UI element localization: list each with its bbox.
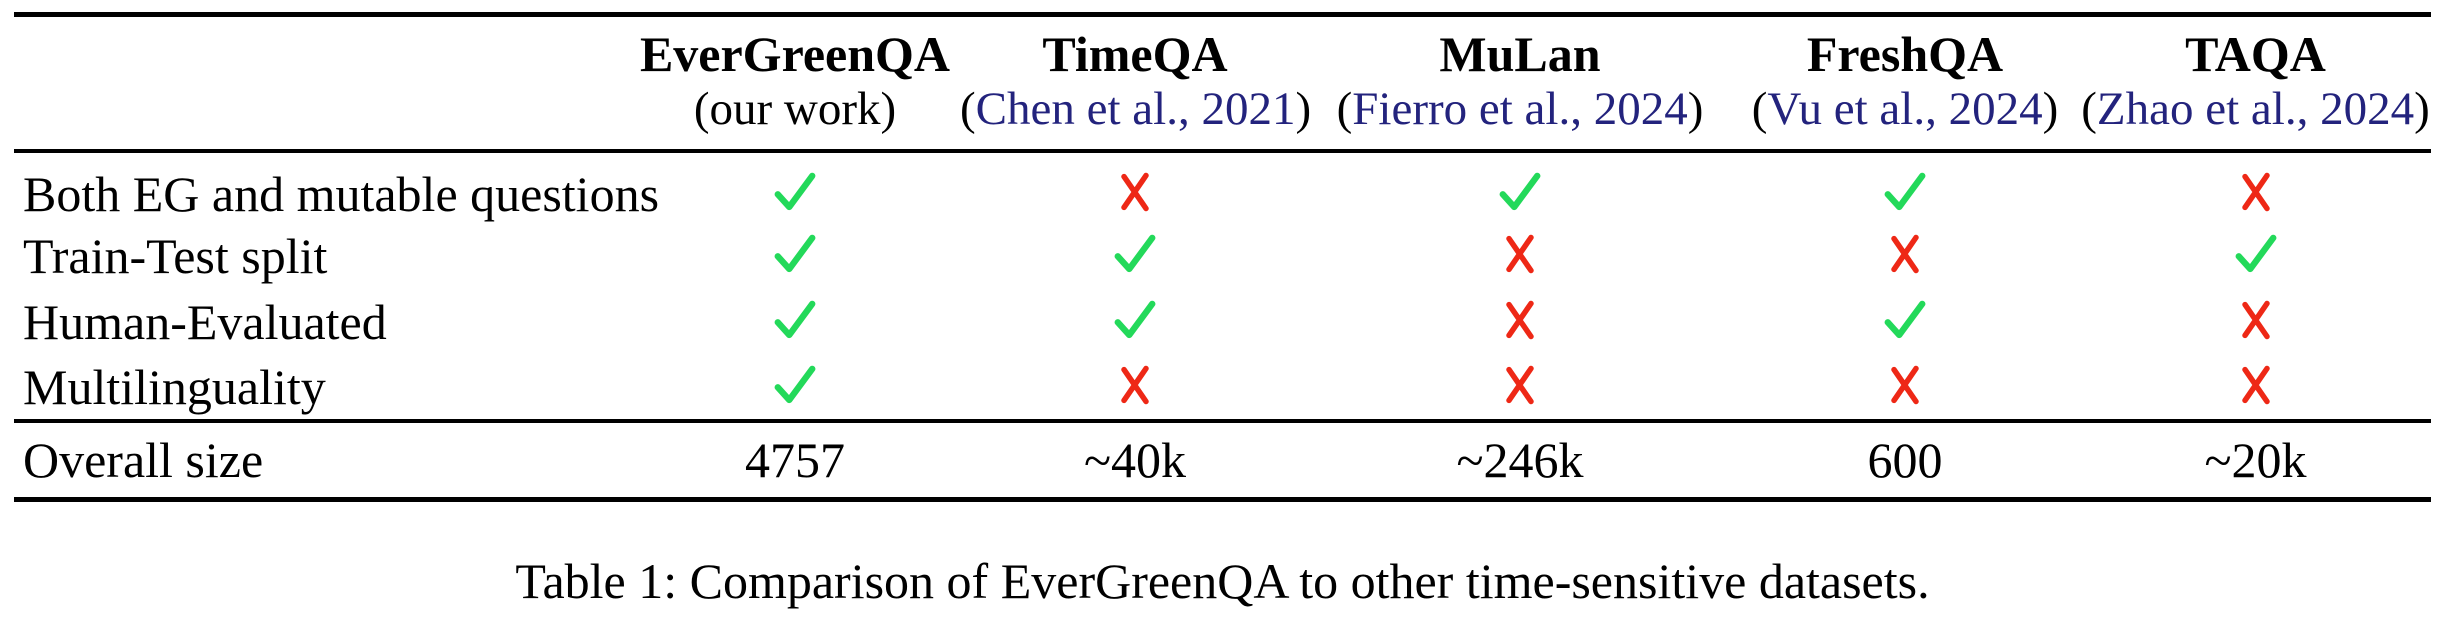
cross-icon [2237, 170, 2275, 214]
mark-cell [1310, 223, 1730, 289]
close-paren: ) [2414, 83, 2430, 135]
citation-link[interactable]: Zhao et al., 2024 [2096, 83, 2415, 135]
open-paren: ( [1336, 83, 1353, 135]
column-name: FreshQA [1806, 26, 2004, 82]
cross-icon [2237, 298, 2275, 342]
header-empty-cell [14, 15, 630, 152]
column-name: TimeQA [1042, 26, 1228, 82]
mark-cell [1310, 289, 1730, 355]
size-value-cell: 600 [1867, 431, 1943, 488]
check-icon [1882, 298, 1928, 342]
mark-cell [1730, 223, 2080, 289]
column-header-mulan: MuLan (Fierro et al., 2024) [1310, 15, 1730, 152]
cross-icon [1886, 232, 1924, 276]
mark-cell [630, 355, 960, 421]
mark-cell [960, 151, 1310, 223]
open-paren: ( [2081, 83, 2097, 135]
check-icon [1112, 298, 1158, 342]
column-subtitle: (Chen et al., 2021) [960, 81, 1312, 137]
row-label: Multilinguality [23, 359, 326, 415]
size-row-group: Overall size 4757 ~40k ~246k 600 ~20k [14, 421, 2431, 499]
mark-cell [960, 355, 1310, 421]
row-label: Both EG and mutable questions [23, 166, 660, 222]
row-label: Human-Evaluated [23, 294, 387, 350]
check-icon [772, 170, 818, 214]
cross-icon [1501, 232, 1539, 276]
cross-icon [1501, 363, 1539, 407]
check-icon [772, 298, 818, 342]
mark-cell [1310, 151, 1730, 223]
cross-icon [1116, 363, 1154, 407]
column-subtitle: (our work) [693, 83, 897, 135]
table-row-human-evaluated: Human-Evaluated [14, 289, 2431, 355]
comparison-table: EverGreenQA (our work) TimeQA (Chen et al.,… [14, 12, 2431, 502]
column-subtitle: (Fierro et al., 2024) [1310, 81, 1730, 137]
cross-icon [1501, 298, 1539, 342]
row-label: Overall size [23, 431, 264, 488]
column-name: TAQA [2185, 26, 2326, 82]
column-header-timeqa: TimeQA (Chen et al., 2021) [960, 15, 1312, 152]
size-value-cell: ~20k [2204, 431, 2307, 488]
cross-icon [2237, 363, 2275, 407]
table-row-multilinguality: Multilinguality [14, 355, 2431, 421]
check-icon [1882, 170, 1928, 214]
check-icon [1497, 170, 1543, 214]
open-paren: ( [960, 83, 976, 135]
citation-link[interactable]: Vu et al., 2024 [1767, 83, 2043, 135]
check-icon [1112, 232, 1158, 276]
column-subtitle: (Zhao et al., 2024) [2080, 81, 2431, 137]
mark-cell [1310, 355, 1730, 421]
close-paren: ) [2042, 83, 2059, 135]
size-value-cell: 4757 [745, 431, 845, 488]
table-row-train-test-split: Train-Test split [14, 223, 2431, 289]
mark-cell [2080, 151, 2431, 223]
column-name: EverGreenQA [639, 26, 951, 82]
size-value-cell: ~246k [1456, 431, 1584, 488]
check-icon [772, 232, 818, 276]
mark-cell [2080, 289, 2431, 355]
column-header-evergreenqa: EverGreenQA (our work) [630, 15, 960, 152]
check-icon [772, 363, 818, 407]
table-caption: Table 1: Comparison of EverGreenQA to ot… [515, 552, 1930, 609]
column-header-taqa: TAQA (Zhao et al., 2024) [2080, 15, 2431, 152]
column-subtitle: (Vu et al., 2024) [1730, 81, 2080, 137]
cross-icon [1116, 170, 1154, 214]
table-row-overall-size: Overall size 4757 ~40k ~246k 600 ~20k [14, 421, 2431, 499]
mark-cell [630, 223, 960, 289]
citation-link[interactable]: Chen et al., 2021 [975, 83, 1296, 135]
table-row-both-eg-and-mutable-questions: Both EG and mutable questions [14, 151, 2431, 223]
mark-cell [2080, 223, 2431, 289]
mark-cell [2080, 355, 2431, 421]
size-value-cell: ~40k [1083, 431, 1187, 488]
row-label: Train-Test split [23, 228, 328, 284]
mark-cell [960, 289, 1310, 355]
open-paren: ( [1751, 83, 1768, 135]
mark-cell [1730, 289, 2080, 355]
mark-cell [1730, 151, 2080, 223]
column-header-freshqa: FreshQA (Vu et al., 2024) [1730, 15, 2080, 152]
close-paren: ) [1687, 83, 1704, 135]
column-name: MuLan [1439, 26, 1601, 82]
mark-cell [630, 289, 960, 355]
cross-icon [1886, 363, 1924, 407]
check-icon [2233, 232, 2279, 276]
mark-cell [960, 223, 1310, 289]
header-row: EverGreenQA (our work) TimeQA (Chen et al.,… [14, 15, 2431, 152]
citation-link[interactable]: Fierro et al., 2024 [1352, 83, 1688, 135]
table-header: EverGreenQA (our work) TimeQA (Chen et al.,… [14, 15, 2431, 152]
feature-rows: Both EG and mutable questions Train-Test … [14, 151, 2431, 421]
close-paren: ) [1295, 83, 1312, 135]
mark-cell [630, 151, 960, 223]
mark-cell [1730, 355, 2080, 421]
